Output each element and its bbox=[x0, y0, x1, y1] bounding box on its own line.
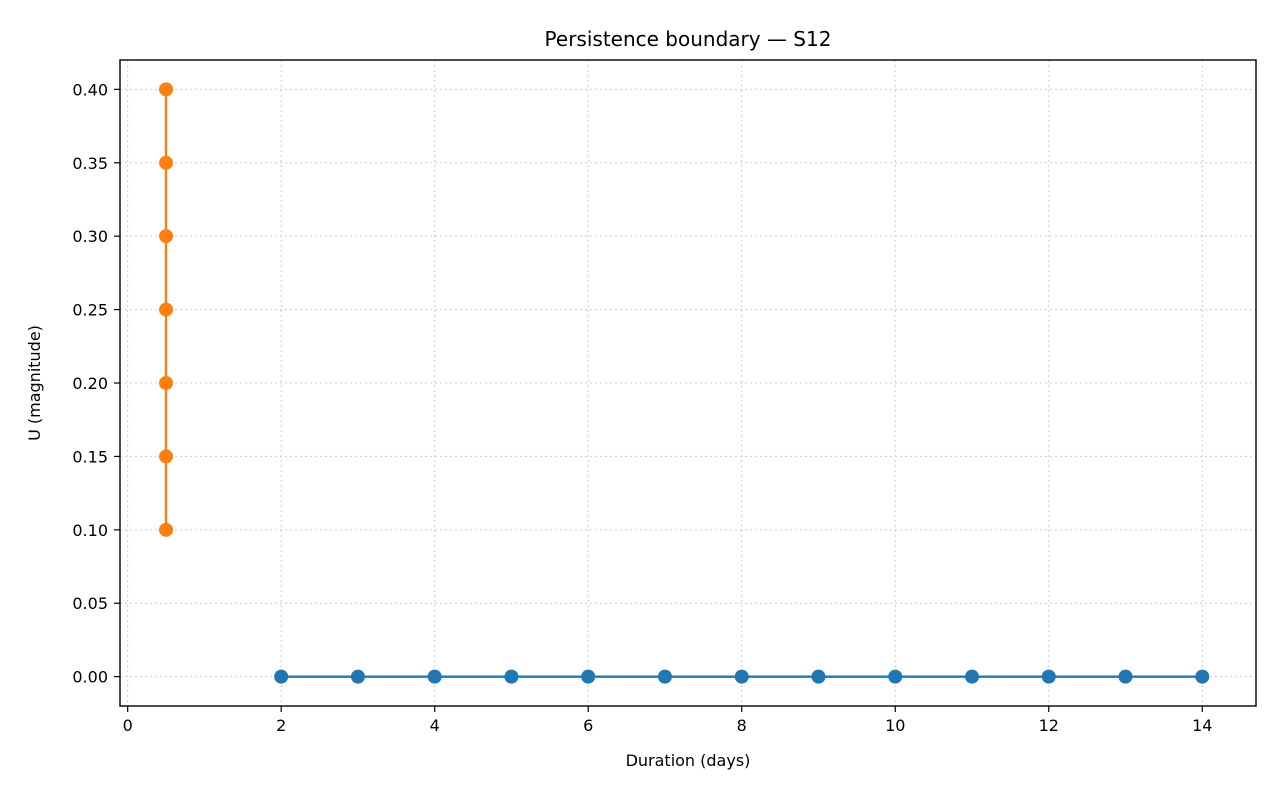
series-1-point bbox=[1041, 669, 1056, 684]
series-1-point bbox=[504, 669, 519, 684]
series-2 bbox=[159, 82, 174, 537]
series-1 bbox=[274, 669, 1210, 684]
x-tick-label: 8 bbox=[737, 716, 747, 735]
series-2-point bbox=[159, 376, 174, 390]
x-tick-label: 10 bbox=[885, 716, 905, 735]
series-1-point bbox=[965, 669, 979, 684]
series-2-point bbox=[159, 302, 174, 317]
series-1-point bbox=[1195, 669, 1210, 684]
y-tick-label: 0.00 bbox=[72, 668, 108, 687]
series-1-point bbox=[427, 669, 442, 684]
series-2-point bbox=[159, 155, 174, 170]
x-axis-ticks: 0 2 4 6 8 10 12 14 bbox=[123, 706, 1212, 735]
series-2-point bbox=[159, 229, 174, 244]
y-tick-label: 0.20 bbox=[72, 374, 108, 393]
y-tick-label: 0.30 bbox=[72, 227, 108, 246]
x-axis-label: Duration (days) bbox=[626, 751, 751, 770]
series-1-point bbox=[734, 669, 749, 684]
x-tick-label: 0 bbox=[123, 716, 133, 735]
y-tick-label: 0.40 bbox=[72, 80, 108, 99]
series-1-point bbox=[811, 669, 826, 684]
y-tick-label: 0.15 bbox=[72, 447, 108, 466]
plot-series bbox=[159, 82, 1210, 684]
series-1-point bbox=[657, 669, 672, 684]
series-1-point bbox=[581, 669, 596, 684]
y-axis-label: U (magnitude) bbox=[25, 325, 44, 441]
y-tick-label: 0.10 bbox=[72, 521, 108, 540]
series-1-point bbox=[350, 669, 365, 684]
x-tick-label: 6 bbox=[583, 716, 593, 735]
y-tick-label: 0.05 bbox=[72, 594, 108, 613]
x-tick-label: 4 bbox=[430, 716, 440, 735]
x-tick-label: 12 bbox=[1039, 716, 1059, 735]
y-axis-ticks: 0.00 0.05 0.10 0.15 0.20 0.25 0.30 0.35 0.40 bbox=[72, 80, 120, 687]
series-2-point bbox=[159, 449, 174, 464]
x-tick-label: 14 bbox=[1192, 716, 1212, 735]
series-1-point bbox=[274, 669, 289, 684]
series-1-point bbox=[1118, 669, 1133, 684]
series-2-point bbox=[159, 522, 174, 537]
series-1-point bbox=[888, 669, 903, 684]
grid bbox=[120, 60, 1256, 706]
series-2-point bbox=[159, 82, 174, 97]
x-tick-label: 2 bbox=[276, 716, 286, 735]
y-tick-label: 0.25 bbox=[72, 301, 108, 320]
chart-title: Persistence boundary — S12 bbox=[545, 27, 832, 51]
y-tick-label: 0.35 bbox=[72, 154, 108, 173]
